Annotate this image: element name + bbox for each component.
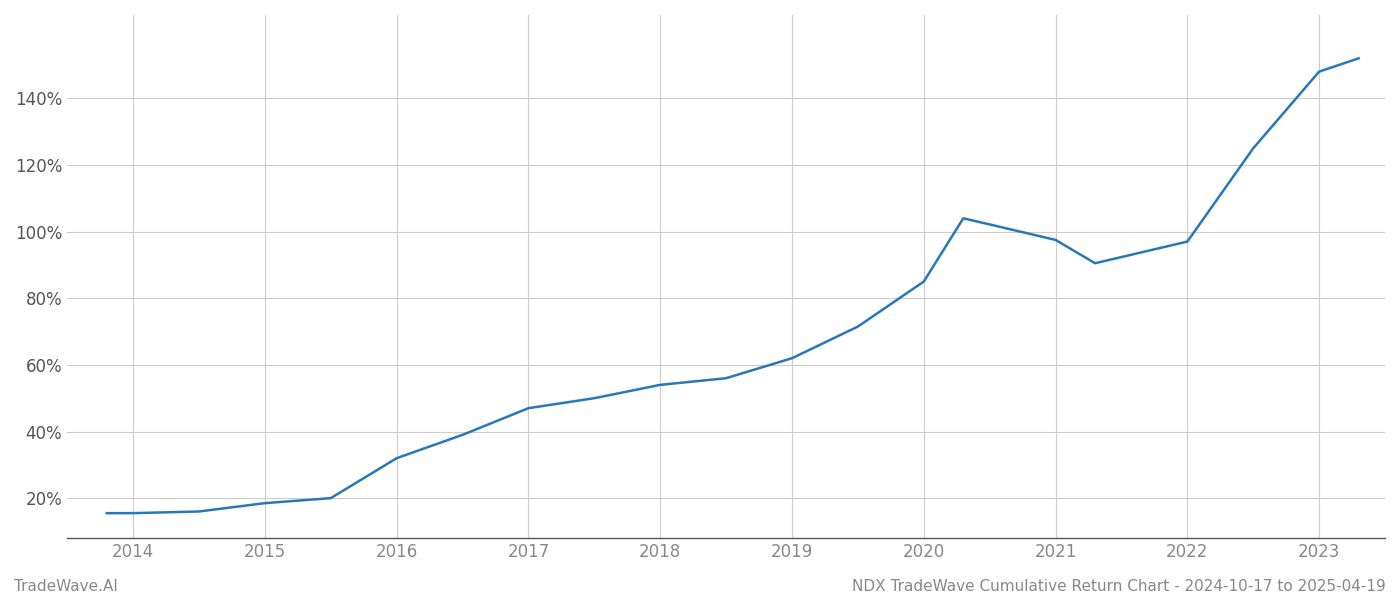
- Text: TradeWave.AI: TradeWave.AI: [14, 579, 118, 594]
- Text: NDX TradeWave Cumulative Return Chart - 2024-10-17 to 2025-04-19: NDX TradeWave Cumulative Return Chart - …: [853, 579, 1386, 594]
